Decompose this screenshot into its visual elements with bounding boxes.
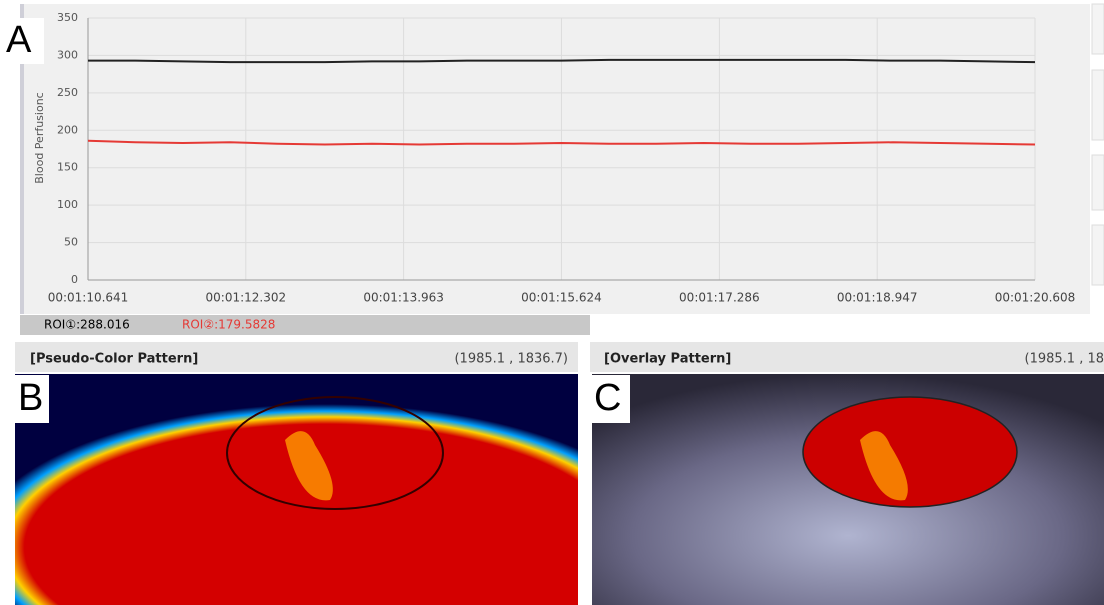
y-tick-label: 0 bbox=[71, 273, 78, 286]
y-tick-label: 150 bbox=[57, 161, 78, 174]
x-tick-label: 00:01:15.624 bbox=[521, 291, 602, 305]
roi-2: ROI②:179.5828 bbox=[182, 318, 275, 332]
roi-1: ROI①:288.016 bbox=[44, 318, 130, 332]
side-box bbox=[1091, 154, 1104, 211]
c-coords: (1985.1 , 18 bbox=[1025, 352, 1104, 367]
b-title: [Pseudo-Color Pattern] bbox=[30, 352, 198, 367]
side-box bbox=[1091, 3, 1104, 55]
y-tick-label: 300 bbox=[57, 48, 78, 61]
x-tick-label: 00:01:18.947 bbox=[837, 291, 918, 305]
b-header bbox=[15, 342, 578, 372]
side-box bbox=[1091, 69, 1104, 141]
y-tick-label: 200 bbox=[57, 123, 78, 136]
x-tick-label: 00:01:12.302 bbox=[206, 291, 287, 305]
c-header bbox=[590, 342, 1104, 372]
hot-spot bbox=[285, 431, 333, 501]
x-tick-label: 00:01:20.608 bbox=[995, 291, 1076, 305]
y-tick-label: 250 bbox=[57, 86, 78, 99]
label-box bbox=[15, 375, 49, 423]
roi-ellipse bbox=[802, 396, 1018, 508]
y-tick-label: 100 bbox=[57, 198, 78, 211]
y-tick-label: 350 bbox=[57, 11, 78, 24]
y-tick-label: 50 bbox=[64, 236, 78, 249]
chart-edge bbox=[20, 4, 24, 314]
series-line bbox=[88, 58, 1036, 64]
status-bar bbox=[20, 315, 590, 335]
series-line bbox=[87, 139, 1036, 146]
panel-label: C bbox=[594, 377, 621, 419]
chart-bg bbox=[20, 4, 1090, 314]
b-coords: (1985.1 , 1836.7) bbox=[454, 352, 568, 367]
x-tick-label: 00:01:17.286 bbox=[679, 291, 760, 305]
x-tick-label: 00:01:10.641 bbox=[48, 291, 129, 305]
label-box bbox=[592, 375, 630, 423]
c-title: [Overlay Pattern] bbox=[604, 352, 731, 367]
x-tick-label: 00:01:13.963 bbox=[363, 291, 444, 305]
panel-label: B bbox=[18, 377, 43, 419]
pseudo-image bbox=[15, 374, 578, 605]
side-box bbox=[1091, 224, 1104, 286]
panel-label: A bbox=[6, 19, 32, 61]
y-axis-label: Blood Perfusionc bbox=[33, 92, 46, 183]
roi-ellipse bbox=[226, 396, 444, 510]
hot-spot bbox=[860, 431, 908, 501]
label-box bbox=[0, 18, 44, 64]
